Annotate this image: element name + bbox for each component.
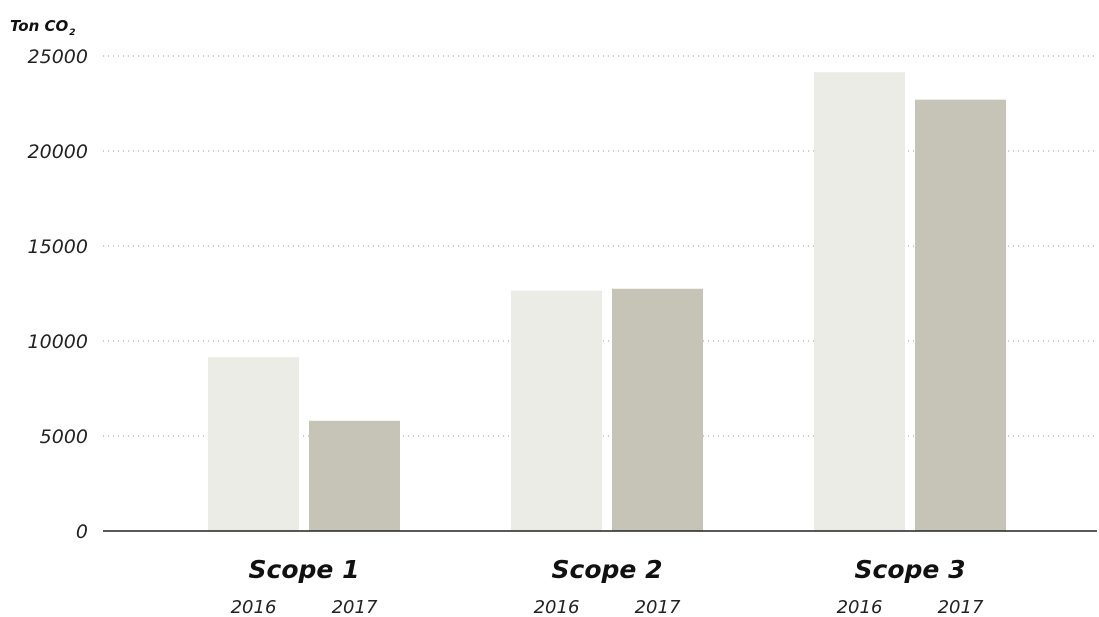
- series-year-label: 2017: [332, 597, 378, 617]
- series-year-label: 2016: [231, 597, 277, 617]
- series-year-label: 2016: [837, 597, 883, 617]
- bar-scope-2-2017: [612, 288, 703, 531]
- y-tick-label: 15000: [28, 236, 88, 258]
- x-category-labels: Scope 1 2016 2017 Scope 2 2016 2017 Scope 3 201…: [231, 555, 984, 617]
- y-axis-title-subscript: 2: [69, 28, 75, 38]
- bars: [208, 72, 1006, 532]
- series-year-label: 2017: [635, 597, 681, 617]
- category-label: Scope 3: [855, 555, 966, 584]
- y-axis-title: Ton CO2: [10, 17, 76, 38]
- bar-scope-1-2017: [309, 420, 400, 531]
- y-tick-label: 10000: [28, 331, 88, 353]
- y-tick-label: 5000: [40, 426, 88, 448]
- y-tick-label: 20000: [28, 141, 88, 163]
- y-axis-title-main: Ton CO: [10, 17, 69, 35]
- category-label: Scope 1: [249, 555, 360, 584]
- y-tick-label: 0: [76, 521, 88, 543]
- series-year-label: 2016: [534, 597, 580, 617]
- series-year-label: 2017: [938, 597, 984, 617]
- bar-scope-1-2016: [208, 357, 299, 531]
- bar-scope-3-2017: [915, 99, 1006, 531]
- bar-scope-2-2016: [511, 290, 602, 531]
- y-tick-labels: 0 5000 10000 15000 20000 25000: [28, 46, 88, 543]
- y-tick-label: 25000: [28, 46, 88, 68]
- bar-scope-3-2016: [814, 72, 905, 532]
- category-label: Scope 2: [552, 555, 663, 584]
